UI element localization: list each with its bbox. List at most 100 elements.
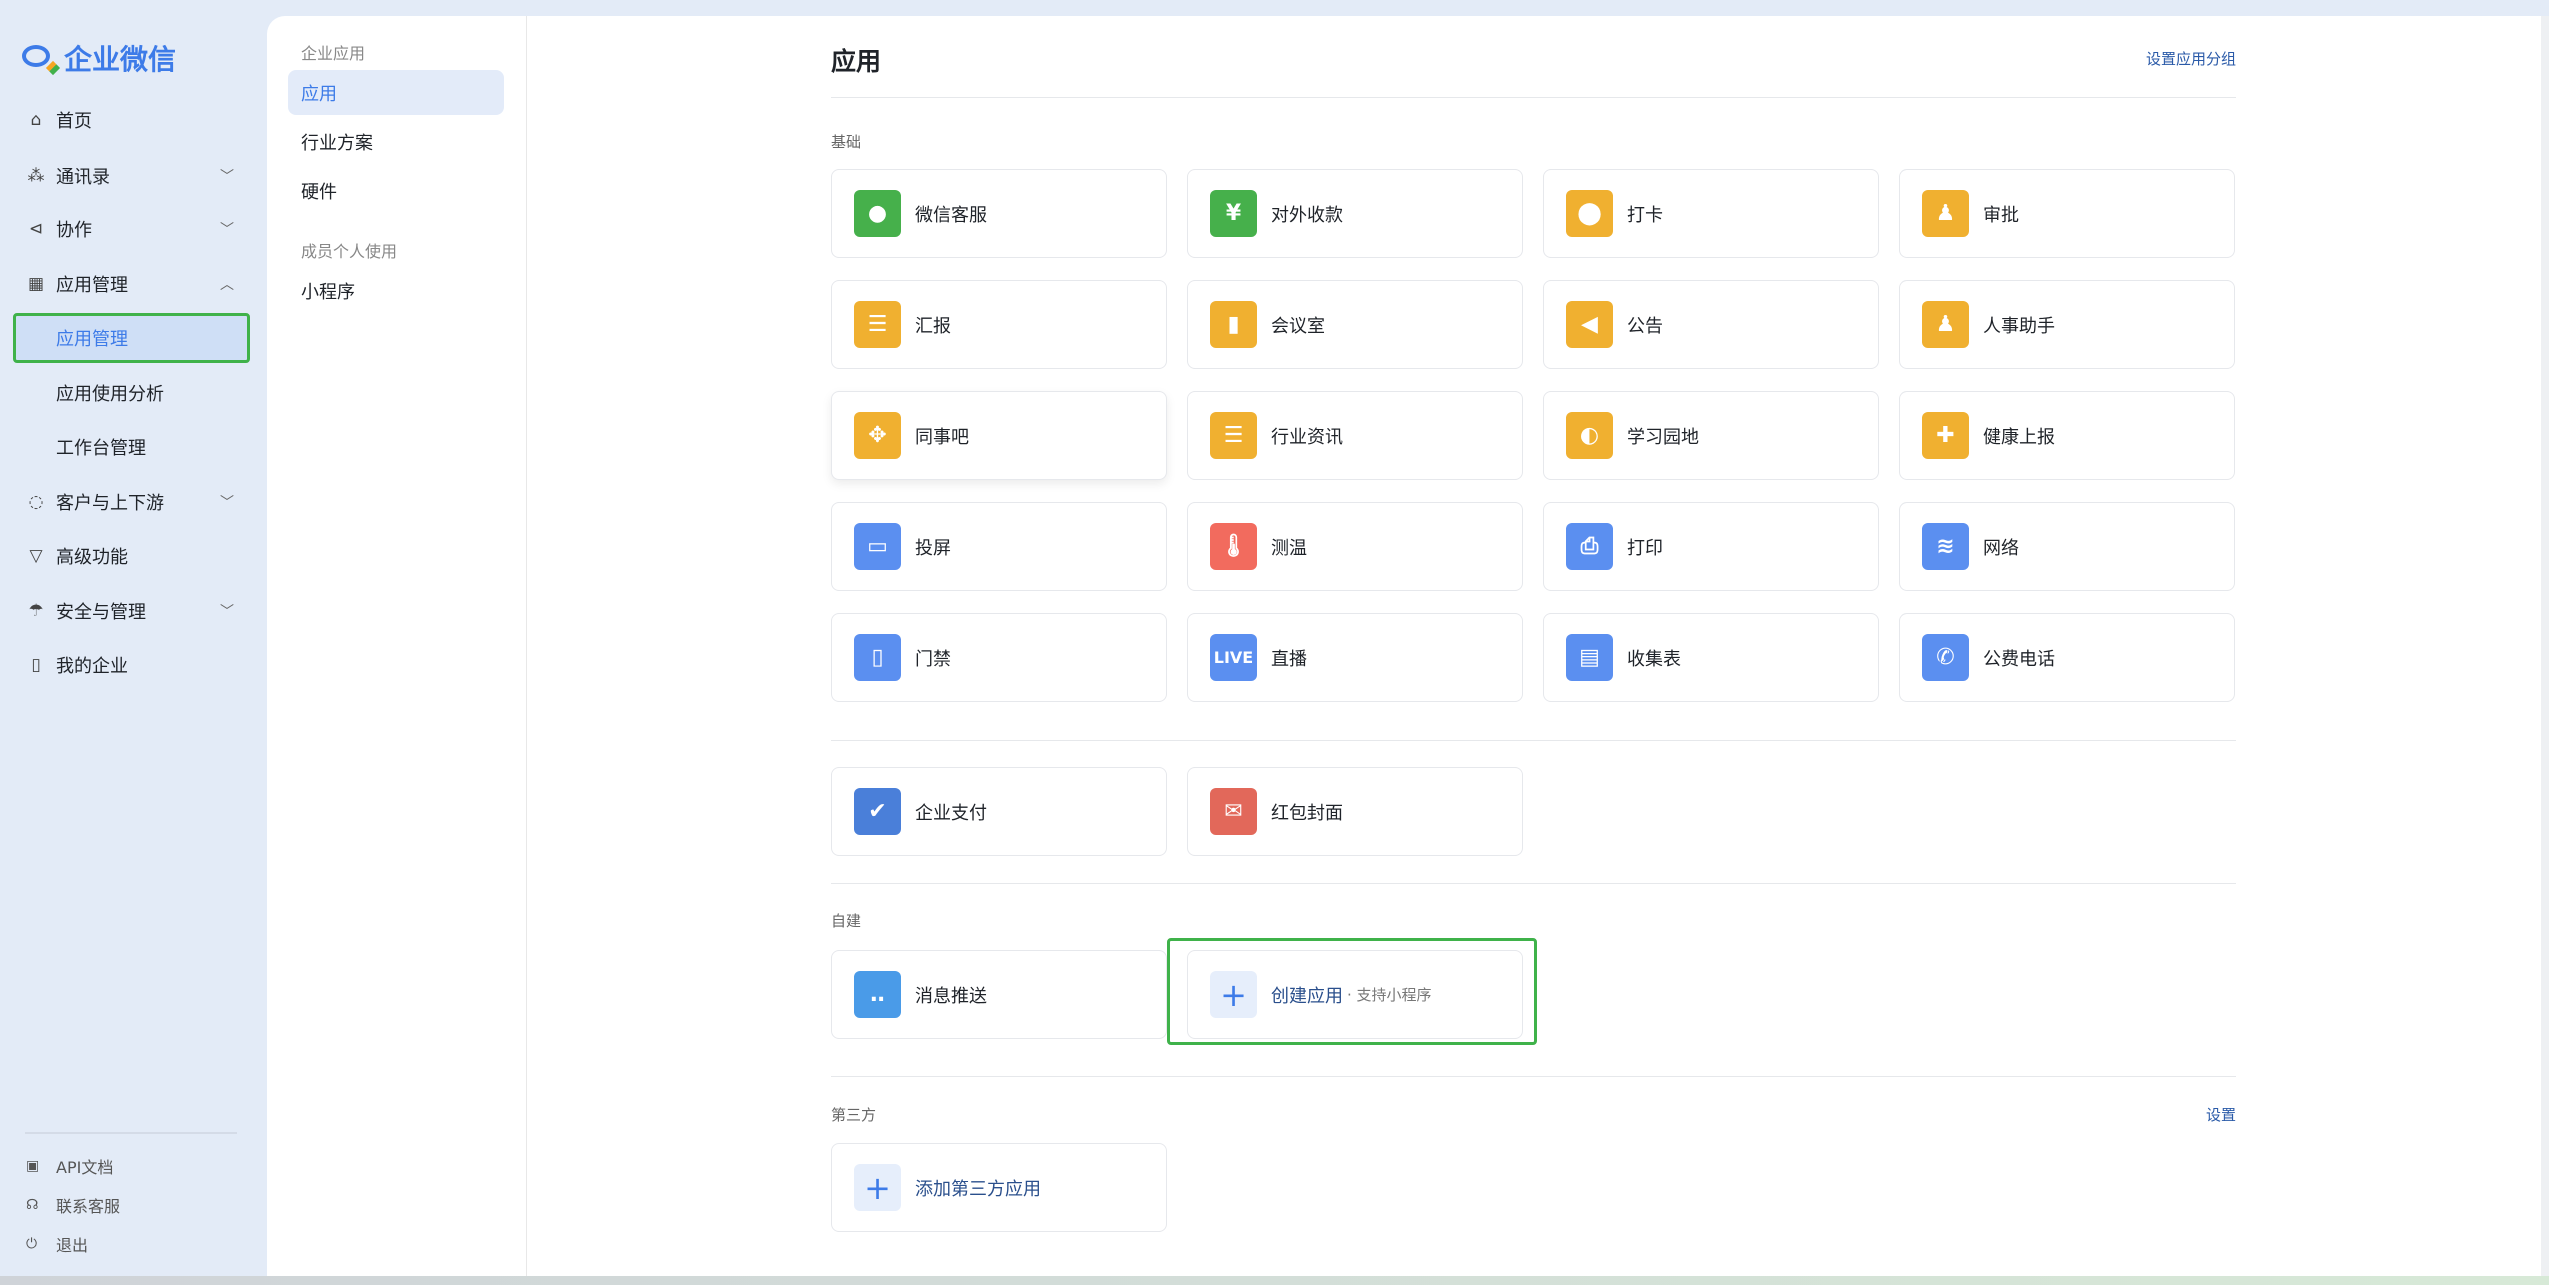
set-app-groups-link[interactable]: 设置应用分组 [2145,50,2236,68]
app-icon: ♟ [1922,301,1969,348]
app-label: 红包封面 [1271,802,1343,824]
app-card[interactable]: ♟ 人事助手 [1899,280,2235,369]
sidebar-item-8[interactable]: ▽ 高级功能 [0,531,267,581]
app-label: 公费电话 [1983,648,2055,670]
plus-icon: + [854,1164,901,1211]
app-icon: ♟ [1922,190,1969,237]
plus-icon: + [1210,971,1257,1018]
logo[interactable]: 企业微信 [22,38,176,78]
api-doc-icon: ▣ [26,1158,40,1174]
app-icon: ● [854,190,901,237]
sidebar-item-label: 协作 [56,220,92,241]
sidebar-item-label: 通讯录 [56,167,110,188]
sidebar-item-4[interactable]: 应用管理 [13,313,250,363]
app-card[interactable]: ☰ 行业资讯 [1187,391,1523,480]
sidebar-item-label: 工作台管理 [56,438,146,459]
sidebar-divider [25,1132,237,1134]
create-app-hint: · 支持小程序 [1347,986,1432,1004]
sidebar-item-label: 首页 [56,111,92,132]
app-icon: ☰ [854,301,901,348]
app-card[interactable]: ≋ 网络 [1899,502,2235,591]
app-card-message-push[interactable]: ‥ 消息推送 [831,950,1167,1039]
app-label: 门禁 [915,648,951,670]
add-third-party-label: 添加第三方应用 [915,1178,1041,1200]
app-icon: ◐ [1566,412,1613,459]
app-card[interactable]: ✚ 健康上报 [1899,391,2235,480]
app-label: 微信客服 [915,204,987,226]
app-label: 企业支付 [915,802,987,824]
sidebar-item-label: 高级功能 [56,547,128,568]
sidebar-item-3[interactable]: ▦ 应用管理 ︿ [0,259,267,309]
sidebar-item-6[interactable]: 工作台管理 [0,422,267,472]
subnav-item-apps[interactable]: 应用 [288,70,504,115]
app-label: 打印 [1627,537,1663,559]
app-card[interactable]: ⬤ 打卡 [1543,169,1879,258]
app-label: 投屏 [915,537,951,559]
sidebar-item-7[interactable]: ◌ 客户与上下游 ﹀ [0,477,267,527]
sidebar-item-10[interactable]: ▯ 我的企业 [0,640,267,690]
app-icon: ✔ [854,788,901,835]
sidebar-item-0[interactable]: ⌂ 首页 [0,95,267,145]
subnav-group-personal: 成员个人使用 [301,242,398,261]
app-card[interactable]: ✆ 公费电话 [1899,613,2235,702]
app-card[interactable]: ✥ 同事吧 [831,391,1167,480]
app-label: 网络 [1983,537,2019,559]
app-card[interactable]: ▮ 会议室 [1187,280,1523,369]
section-label-third-party: 第三方 [831,1106,877,1124]
app-label: 学习园地 [1627,426,1699,448]
app-card[interactable]: 🌡 测温 [1187,502,1523,591]
third-party-settings-link[interactable]: 设置 [2205,1106,2236,1124]
divider [831,883,2236,884]
app-label: 打卡 [1627,204,1663,226]
subnav-item-mini-programs[interactable]: 小程序 [301,281,355,303]
subnav-item-hardware[interactable]: 硬件 [301,181,337,203]
app-card[interactable]: ♟ 审批 [1899,169,2235,258]
sidebar-item-label: 应用管理 [56,275,128,296]
app-label: 健康上报 [1983,426,2055,448]
main-content: 应用 设置应用分组 基础 ● 微信客服 ¥ 对外收款 ⬤ 打卡 ♟ 审批 ☰ 汇报 ▮ 会议室 ◀ 公告 ♟… [527,16,2541,1276]
section-label-custom: 自建 [831,912,862,930]
subnav-item-industry-solutions[interactable]: 行业方案 [301,132,373,154]
divider [831,97,2236,98]
subnav-group-enterprise-apps: 企业应用 [301,44,366,63]
app-label: 直播 [1271,648,1307,670]
app-icon: ▯ [854,634,901,681]
apps-grid-icon: ▦ [27,274,45,294]
app-card[interactable]: ¥ 对外收款 [1187,169,1523,258]
sidebar-item-2[interactable]: ⊲ 协作 ﹀ [0,204,267,254]
app-card[interactable]: ● 微信客服 [831,169,1167,258]
sidebar-item-5[interactable]: 应用使用分析 [0,368,267,418]
chevron-up-icon: ︿ [220,277,234,293]
sidebar-item-1[interactable]: ⁂ 通讯录 ﹀ [0,151,267,201]
app-card[interactable]: ✔ 企业支付 [831,767,1167,856]
page-title: 应用 [831,47,882,76]
create-app-label: 创建应用 [1271,985,1343,1007]
app-label: 同事吧 [915,426,969,448]
scrollbar[interactable] [2541,16,2549,1276]
app-card[interactable]: ☰ 汇报 [831,280,1167,369]
divider [831,740,2236,741]
app-card[interactable]: ◀ 公告 [1543,280,1879,369]
app-card[interactable]: ⎙ 打印 [1543,502,1879,591]
app-card[interactable]: ▭ 投屏 [831,502,1167,591]
app-card[interactable]: ✉ 红包封面 [1187,767,1523,856]
app-card[interactable]: ◐ 学习园地 [1543,391,1879,480]
app-icon: 🌡 [1210,523,1257,570]
app-label: 消息推送 [915,985,987,1007]
app-card[interactable]: ▯ 门禁 [831,613,1167,702]
add-third-party-app-button[interactable]: + 添加第三方应用 [831,1143,1167,1232]
sidebar-item-label: 应用使用分析 [56,384,164,405]
app-card[interactable]: LIVE 直播 [1187,613,1523,702]
app-icon: ▭ [854,523,901,570]
app-label: 会议室 [1271,315,1325,337]
app-label: 收集表 [1627,648,1681,670]
headset-icon: ☊ [26,1197,39,1213]
create-app-button[interactable]: + 创建应用 · 支持小程序 [1187,950,1523,1039]
app-icon: ⬤ [1566,190,1613,237]
app-card[interactable]: ▤ 收集表 [1543,613,1879,702]
chevron-down-icon: ﹀ [220,495,234,511]
building-icon: ▯ [31,655,41,675]
sidebar-item-label: 安全与管理 [56,602,146,623]
sidebar-item-9[interactable]: ☂ 安全与管理 ﹀ [0,586,267,636]
footer-item-label: 退出 [56,1236,89,1255]
